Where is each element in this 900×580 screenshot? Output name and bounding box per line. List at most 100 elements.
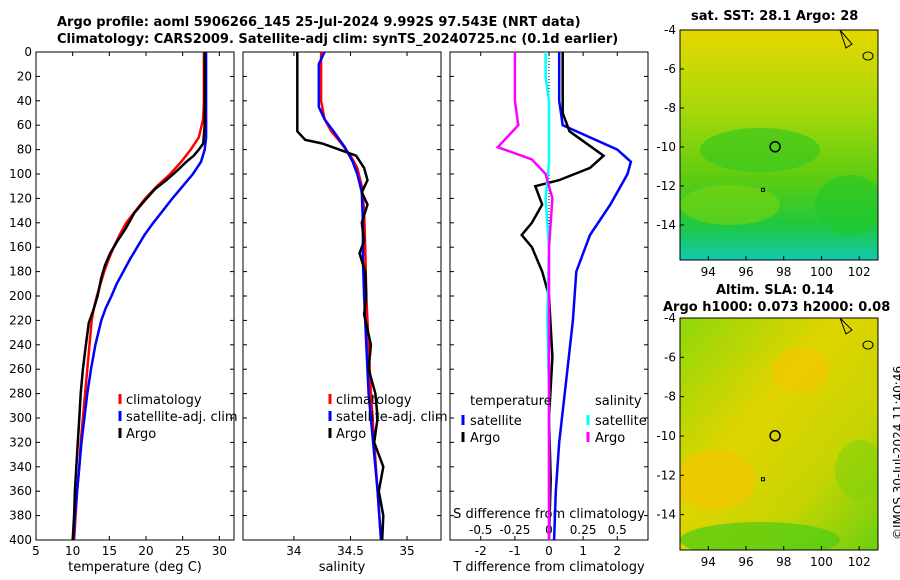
map-y-tick-label: -8 [664,390,676,404]
x-tick-label: -2 [475,544,487,558]
secondary-marker [760,187,765,192]
sst-map-title: sat. SST: 28.1 Argo: 28 [691,9,859,24]
map-y-tick-label: -4 [664,23,676,37]
map-x-tick-label: 100 [810,555,833,569]
y-tick-label: 0 [24,45,32,59]
y-tick-label: 200 [9,289,32,303]
map-y-tick-label: -12 [656,179,676,193]
y-tick-label: 140 [9,216,32,230]
argo-position-marker [769,430,781,442]
coastline-1 [839,30,853,49]
y-tick-label: 180 [9,265,32,279]
x-tick-label: 1 [579,544,587,558]
y-tick-label: 300 [9,411,32,425]
y-tick-label: 380 [9,509,32,523]
y-tick-label: 160 [9,240,32,254]
map-x-tick-label: 98 [776,555,791,569]
y-tick-label: 360 [9,484,32,498]
x-tick-label: 2 [613,544,621,558]
legend-label: climatology [126,393,202,408]
legend-header-salinity: salinity [595,394,642,409]
figure-title-line-1: Argo profile: aoml 5906266_145 25-Jul-20… [57,15,581,30]
legend-label: climatology [336,393,412,408]
x-tick-label: 34 [286,544,301,558]
map-y-tick-label: -8 [664,101,676,115]
legend-label: satellite-adj. clim [336,410,448,425]
sla-map-subtitle: Argo h1000: 0.073 h2000: 0.08 [663,300,891,315]
map-x-tick-label: 94 [701,555,716,569]
legend-label: Argo [336,427,366,442]
s-diff-tick-label: -0.25 [499,523,530,537]
x-tick-label: 35 [399,544,414,558]
y-tick-label: 80 [17,143,32,157]
series-line-t-argo [520,52,606,541]
legend-label: Argo [126,427,156,442]
legend-label: Argo [595,431,625,446]
y-tick-label: 320 [9,435,32,449]
s-diff-tick-label: -0.5 [469,523,492,537]
y-tick-label: 60 [17,118,32,132]
map-y-tick-label: -4 [664,311,676,325]
map-y-tick-label: -6 [664,62,676,76]
x-axis-label: temperature (deg C) [68,560,202,575]
map-y-tick-label: -12 [656,468,676,482]
x-tick-label: 25 [175,544,190,558]
map-y-tick-label: -10 [656,140,676,154]
y-tick-label: 220 [9,313,32,327]
x-tick-label: 20 [138,544,153,558]
series-line-argo [296,52,385,541]
map-x-tick-label: 94 [701,265,716,279]
map-x-tick-label: 102 [848,555,871,569]
map-y-tick-label: -6 [664,350,676,364]
y-tick-label: 280 [9,387,32,401]
copyright-text: ©IMOS 30-Jul-2024 11:40:46 [891,365,900,540]
y-tick-label: 120 [9,191,32,205]
y-tick-label: 340 [9,460,32,474]
figure-title-line-2: Climatology: CARS2009. Satellite-adj cli… [57,32,619,47]
series-line-s-argo [495,52,554,540]
x-tick-label: 34.5 [337,544,364,558]
sla-map: 94 96 98 100 102 -4 -6 -8 -10 -12 -14 [656,311,879,569]
x-tick-label: 30 [212,544,227,558]
legend-label: satellite [470,414,522,429]
y-tick-label: 100 [9,167,32,181]
s-diff-tick-label: 0.5 [608,523,627,537]
sst-map: 94 96 98 100 102 -4 -6 -8 -10 -12 -14 [656,23,879,279]
series-line-satellite-adj-clim [72,52,208,541]
map-y-tick-label: -14 [656,508,676,522]
sla-high-1 [770,348,830,392]
temperature-axes: 0 20 40 60 80 100 120 140 160 180 200 220 240 260 280 3… [9,45,238,575]
map-x-tick-label: 96 [738,265,753,279]
y-tick-label: 40 [17,94,32,108]
map-x-tick-label: 102 [848,265,871,279]
coastline-2 [862,51,874,61]
sla-low-2 [835,440,878,500]
map-x-tick-label: 98 [776,265,791,279]
map-x-tick-label: 100 [810,265,833,279]
sst-cool-patch [700,128,820,172]
legend-label: Argo [470,431,500,446]
y-tick-label: 400 [9,533,32,547]
s-diff-tick-label: 0.25 [570,523,597,537]
x-axis-label: salinity [319,560,366,575]
y-tick-label: 240 [9,338,32,352]
x-tick-label: 5 [32,544,40,558]
salinity-axes: 34 34.5 35 salinity climatology satellite-adj… [242,51,448,575]
sla-map-title: Altim. SLA: 0.14 [716,283,834,298]
x-tick-label: 0 [545,544,553,558]
x-tick-label: 15 [102,544,117,558]
plot-frame [242,51,442,541]
series-line-argo [71,52,206,541]
sst-warm-patch [680,185,780,225]
argo-position-marker [769,141,781,153]
legend-label: satellite-adj. clim [126,410,238,425]
y-tick-label: 20 [17,69,32,83]
series-line-t-satellite [552,52,633,541]
map-y-tick-label: -10 [656,429,676,443]
legend-label: satellite [595,414,647,429]
x-axis-label: T difference from climatology [452,560,645,575]
x-tick-label: 10 [65,544,80,558]
map-x-tick-label: 96 [738,555,753,569]
